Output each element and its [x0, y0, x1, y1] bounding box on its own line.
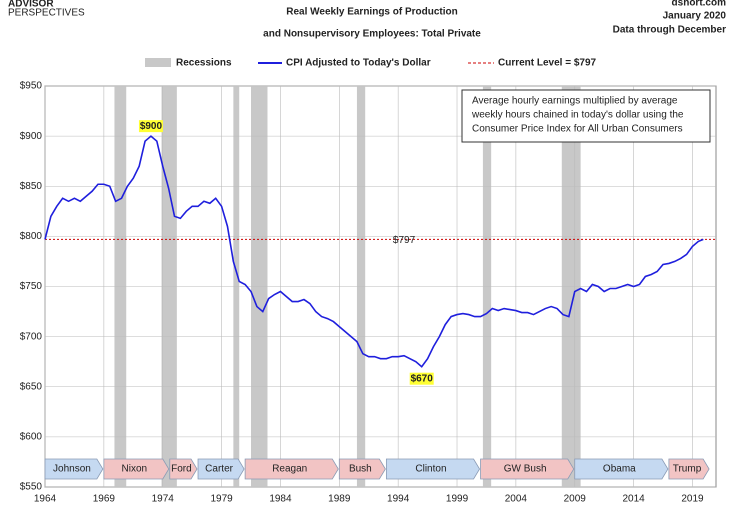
president-label: Nixon — [122, 464, 148, 475]
note: Average hourly earnings multiplied by av… — [472, 96, 678, 107]
source: dshort.com — [672, 0, 727, 9]
legend-swatch — [145, 58, 171, 67]
president-label: GW Bush — [504, 464, 547, 475]
president-label: Obama — [603, 464, 636, 475]
y-tick-label: $700 — [20, 331, 43, 342]
chart-title: Real Weekly Earnings of Production — [286, 7, 458, 18]
note: weekly hours chained in today's dollar u… — [471, 110, 684, 121]
x-tick-label: 1984 — [269, 494, 292, 505]
x-tick-label: 1999 — [446, 494, 469, 505]
legend-label: Current Level = $797 — [498, 58, 597, 69]
x-tick-label: 2019 — [681, 494, 704, 505]
y-tick-label: $600 — [20, 432, 43, 443]
logo: PERSPECTIVES — [8, 8, 85, 19]
president-term — [244, 458, 339, 480]
legend-label: Recessions — [176, 58, 232, 69]
president-label: Ford — [171, 464, 192, 475]
president-label: Reagan — [272, 464, 307, 475]
x-tick-label: 1974 — [152, 494, 175, 505]
y-tick-label: $800 — [20, 231, 43, 242]
series-line — [44, 135, 704, 368]
president-label: Trump — [673, 464, 702, 475]
president-term — [169, 458, 198, 480]
president-term — [668, 458, 710, 480]
president-label: Bush — [349, 464, 372, 475]
y-tick-label: $650 — [20, 381, 43, 392]
source: January 2020 — [663, 11, 727, 22]
annotation: $670 — [411, 373, 434, 384]
chart-title: and Nonsupervisory Employees: Total Priv… — [263, 29, 481, 40]
president-term — [574, 458, 669, 480]
president-term — [338, 458, 386, 480]
y-tick-label: $750 — [20, 281, 43, 292]
source: Data through December — [613, 25, 726, 36]
x-tick-label: 1994 — [387, 494, 410, 505]
note-box — [461, 89, 711, 143]
x-tick-label: 1969 — [93, 494, 116, 505]
legend-label: CPI Adjusted to Today's Dollar — [286, 58, 431, 69]
plot: $550 $600 $650 $700 $750 $800 $850 $900 $950 1964… — [20, 81, 717, 505]
y-tick-label: $900 — [20, 131, 43, 142]
y-tick-label: $550 — [20, 482, 43, 493]
annotation: $900 — [140, 121, 163, 132]
reference-label: $797 — [393, 235, 416, 246]
president-label: Johnson — [53, 464, 91, 475]
annotation-bg — [409, 372, 434, 385]
x-tick-label: 2014 — [622, 494, 645, 505]
x-tick-label: 2009 — [564, 494, 587, 505]
x-tick-label: 1989 — [328, 494, 351, 505]
annotation-bg — [138, 120, 163, 133]
president-term — [197, 458, 245, 480]
president-term — [103, 458, 170, 480]
y-tick-label: $950 — [20, 81, 43, 92]
y-tick-label: $850 — [20, 181, 43, 192]
president-term — [480, 458, 575, 480]
president-label: Carter — [205, 464, 233, 475]
president-label: Clinton — [415, 464, 446, 475]
x-tick-label: 1979 — [210, 494, 233, 505]
logo: ADVISOR — [8, 0, 54, 10]
president-term — [44, 458, 104, 480]
president-term — [385, 458, 481, 480]
note: Consumer Price Index for All Urban Consu… — [472, 124, 683, 135]
x-tick-label: 1964 — [34, 494, 57, 505]
x-tick-label: 2004 — [505, 494, 528, 505]
